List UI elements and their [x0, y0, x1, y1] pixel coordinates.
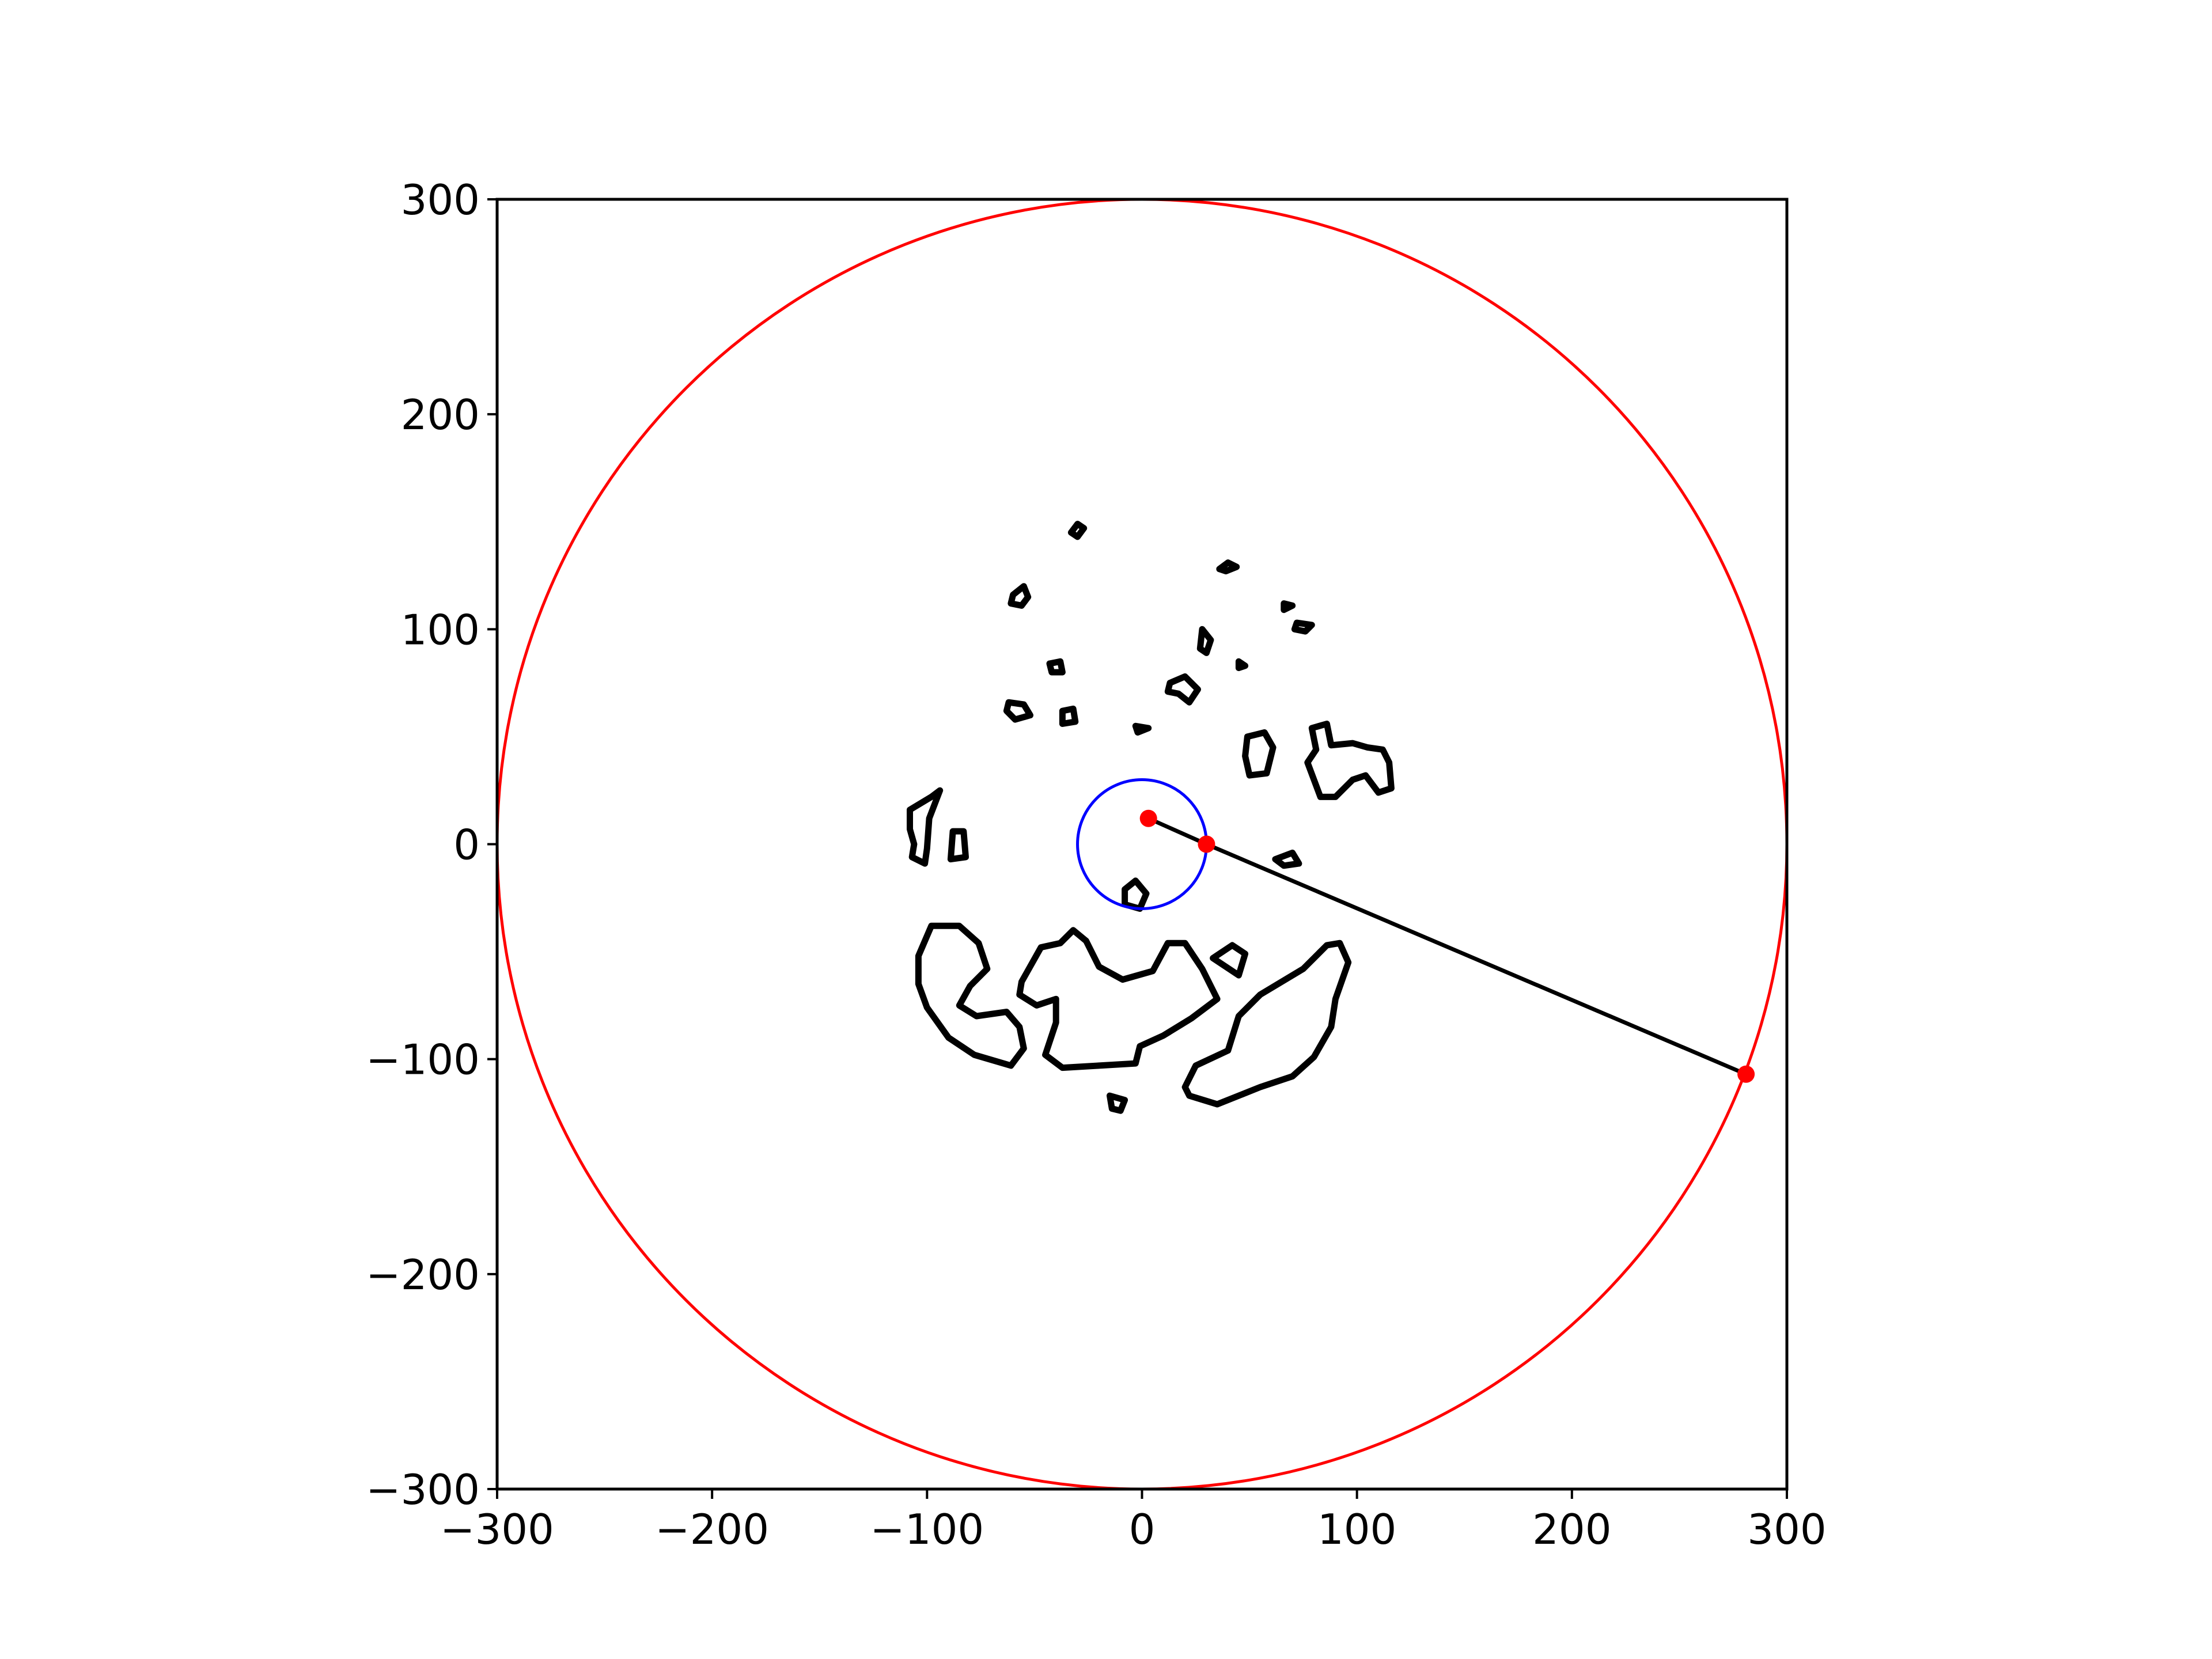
- marker-point-0: [1139, 809, 1157, 827]
- obstacle-contour-13: [1304, 721, 1395, 800]
- obstacle-contour-6: [1196, 626, 1214, 656]
- y-tick-label: −100: [366, 1036, 480, 1084]
- outer-circle: [495, 198, 1789, 1491]
- x-tick-label: −300: [440, 1505, 554, 1554]
- obstacle-contour-16: [1272, 849, 1302, 869]
- obstacle-contour-14: [907, 787, 944, 867]
- axes-frame: [495, 198, 1789, 1491]
- y-tick-label: −300: [366, 1465, 480, 1514]
- points-layer: [1139, 809, 1755, 1083]
- x-tick-label: 0: [1129, 1505, 1156, 1554]
- obstacle-contour-15: [947, 828, 969, 863]
- obstacle-contour-7: [1235, 658, 1249, 671]
- circles-layer: [495, 198, 1789, 1491]
- obstacle-contour-1: [1007, 583, 1032, 609]
- obstacle-contour-10: [1059, 705, 1079, 727]
- x-axis-ticks: −300 −200 −100 0 100 200 300: [440, 1489, 1827, 1554]
- x-tick-label: −100: [870, 1505, 984, 1554]
- y-tick-label: 100: [401, 605, 480, 654]
- marker-point-2: [1737, 1065, 1755, 1083]
- obstacle-contour-21: [1107, 1092, 1128, 1114]
- obstacle-contour-19: [1016, 927, 1221, 1071]
- obstacle-contour-2: [1216, 559, 1240, 575]
- y-tick-label: 0: [453, 821, 480, 869]
- y-axis-ticks: −300 −200 −100 0 100 200 300: [366, 176, 497, 1514]
- obstacle-contour-18: [915, 922, 1027, 1069]
- obstacle-contour-0: [1067, 521, 1088, 540]
- y-tick-label: 200: [401, 391, 480, 439]
- obstacles-layer: [907, 521, 1395, 1114]
- obstacle-contour-17: [1122, 877, 1150, 912]
- obstacle-contour-8: [1164, 673, 1201, 706]
- obstacle-contour-22: [1181, 940, 1352, 1108]
- marker-point-1: [1198, 835, 1215, 853]
- x-tick-label: 200: [1532, 1505, 1611, 1554]
- y-tick-label: 300: [401, 176, 480, 224]
- obstacle-contour-4: [1291, 619, 1315, 635]
- x-tick-label: −200: [655, 1505, 769, 1554]
- y-tick-label: −200: [366, 1251, 480, 1299]
- obstacle-contour-5: [1046, 658, 1066, 676]
- obstacle-contour-9: [1003, 699, 1033, 723]
- x-tick-label: 300: [1747, 1505, 1826, 1554]
- obstacle-contour-12: [1242, 729, 1277, 779]
- obstacle-contour-20: [1210, 942, 1249, 979]
- obstacle-contour-3: [1281, 600, 1296, 613]
- x-tick-label: 100: [1317, 1505, 1396, 1554]
- obstacle-contour-11: [1132, 722, 1152, 736]
